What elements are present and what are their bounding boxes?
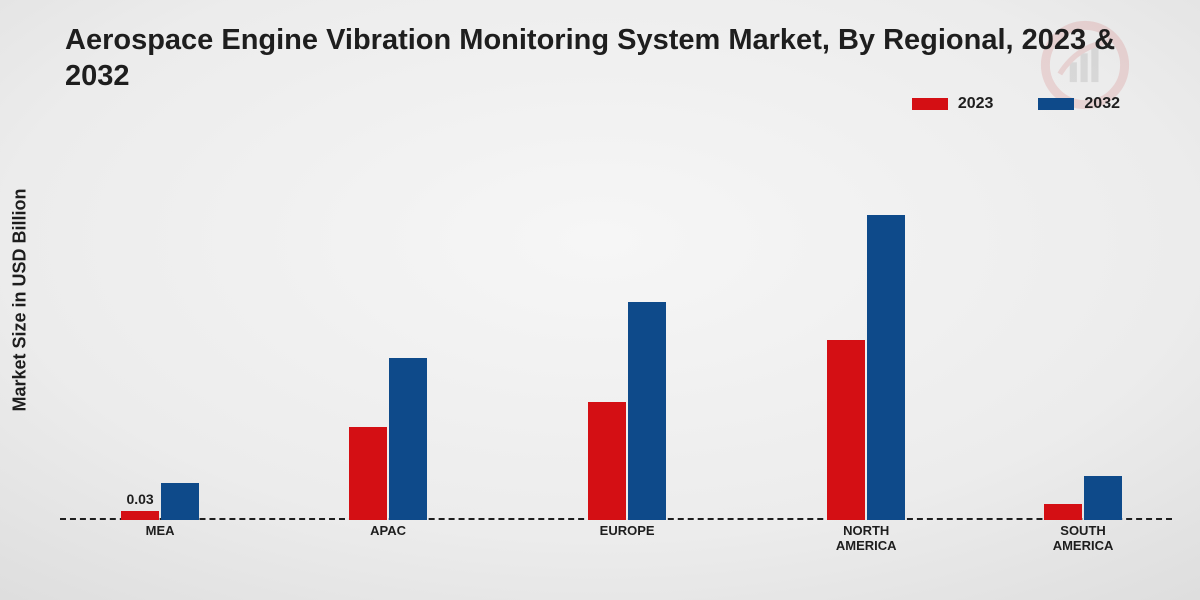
bar <box>628 302 666 520</box>
legend-swatch-2023 <box>912 98 948 110</box>
bar <box>121 511 159 520</box>
legend-item-2032: 2032 <box>1038 95 1120 113</box>
bar <box>867 215 905 520</box>
legend-swatch-2032 <box>1038 98 1074 110</box>
bar <box>389 358 427 520</box>
category-label: MEA <box>146 524 175 539</box>
y-axis-label: Market Size in USD Billion <box>10 188 31 411</box>
bar <box>349 427 387 520</box>
category-label: NORTH AMERICA <box>836 524 897 554</box>
bar <box>1044 504 1082 520</box>
category-labels: MEA APAC EUROPE NORTH AMERICA SOUTH AMERICA <box>60 524 1172 560</box>
legend-label: 2032 <box>1084 95 1120 113</box>
category-label: EUROPE <box>600 524 655 539</box>
category-label: SOUTH AMERICA <box>1053 524 1114 554</box>
category-label: APAC <box>370 524 406 539</box>
plot-area: 0.03 <box>60 147 1172 520</box>
bar <box>827 340 865 520</box>
bar <box>588 402 626 520</box>
legend: 2023 2032 <box>912 95 1120 113</box>
value-label: 0.03 <box>126 491 153 507</box>
bar <box>161 483 199 520</box>
bar <box>1084 476 1122 520</box>
legend-label: 2023 <box>958 95 994 113</box>
chart-canvas: Aerospace Engine Vibration Monitoring Sy… <box>0 0 1200 600</box>
chart-title: Aerospace Engine Vibration Monitoring Sy… <box>65 22 1170 95</box>
legend-item-2023: 2023 <box>912 95 994 113</box>
